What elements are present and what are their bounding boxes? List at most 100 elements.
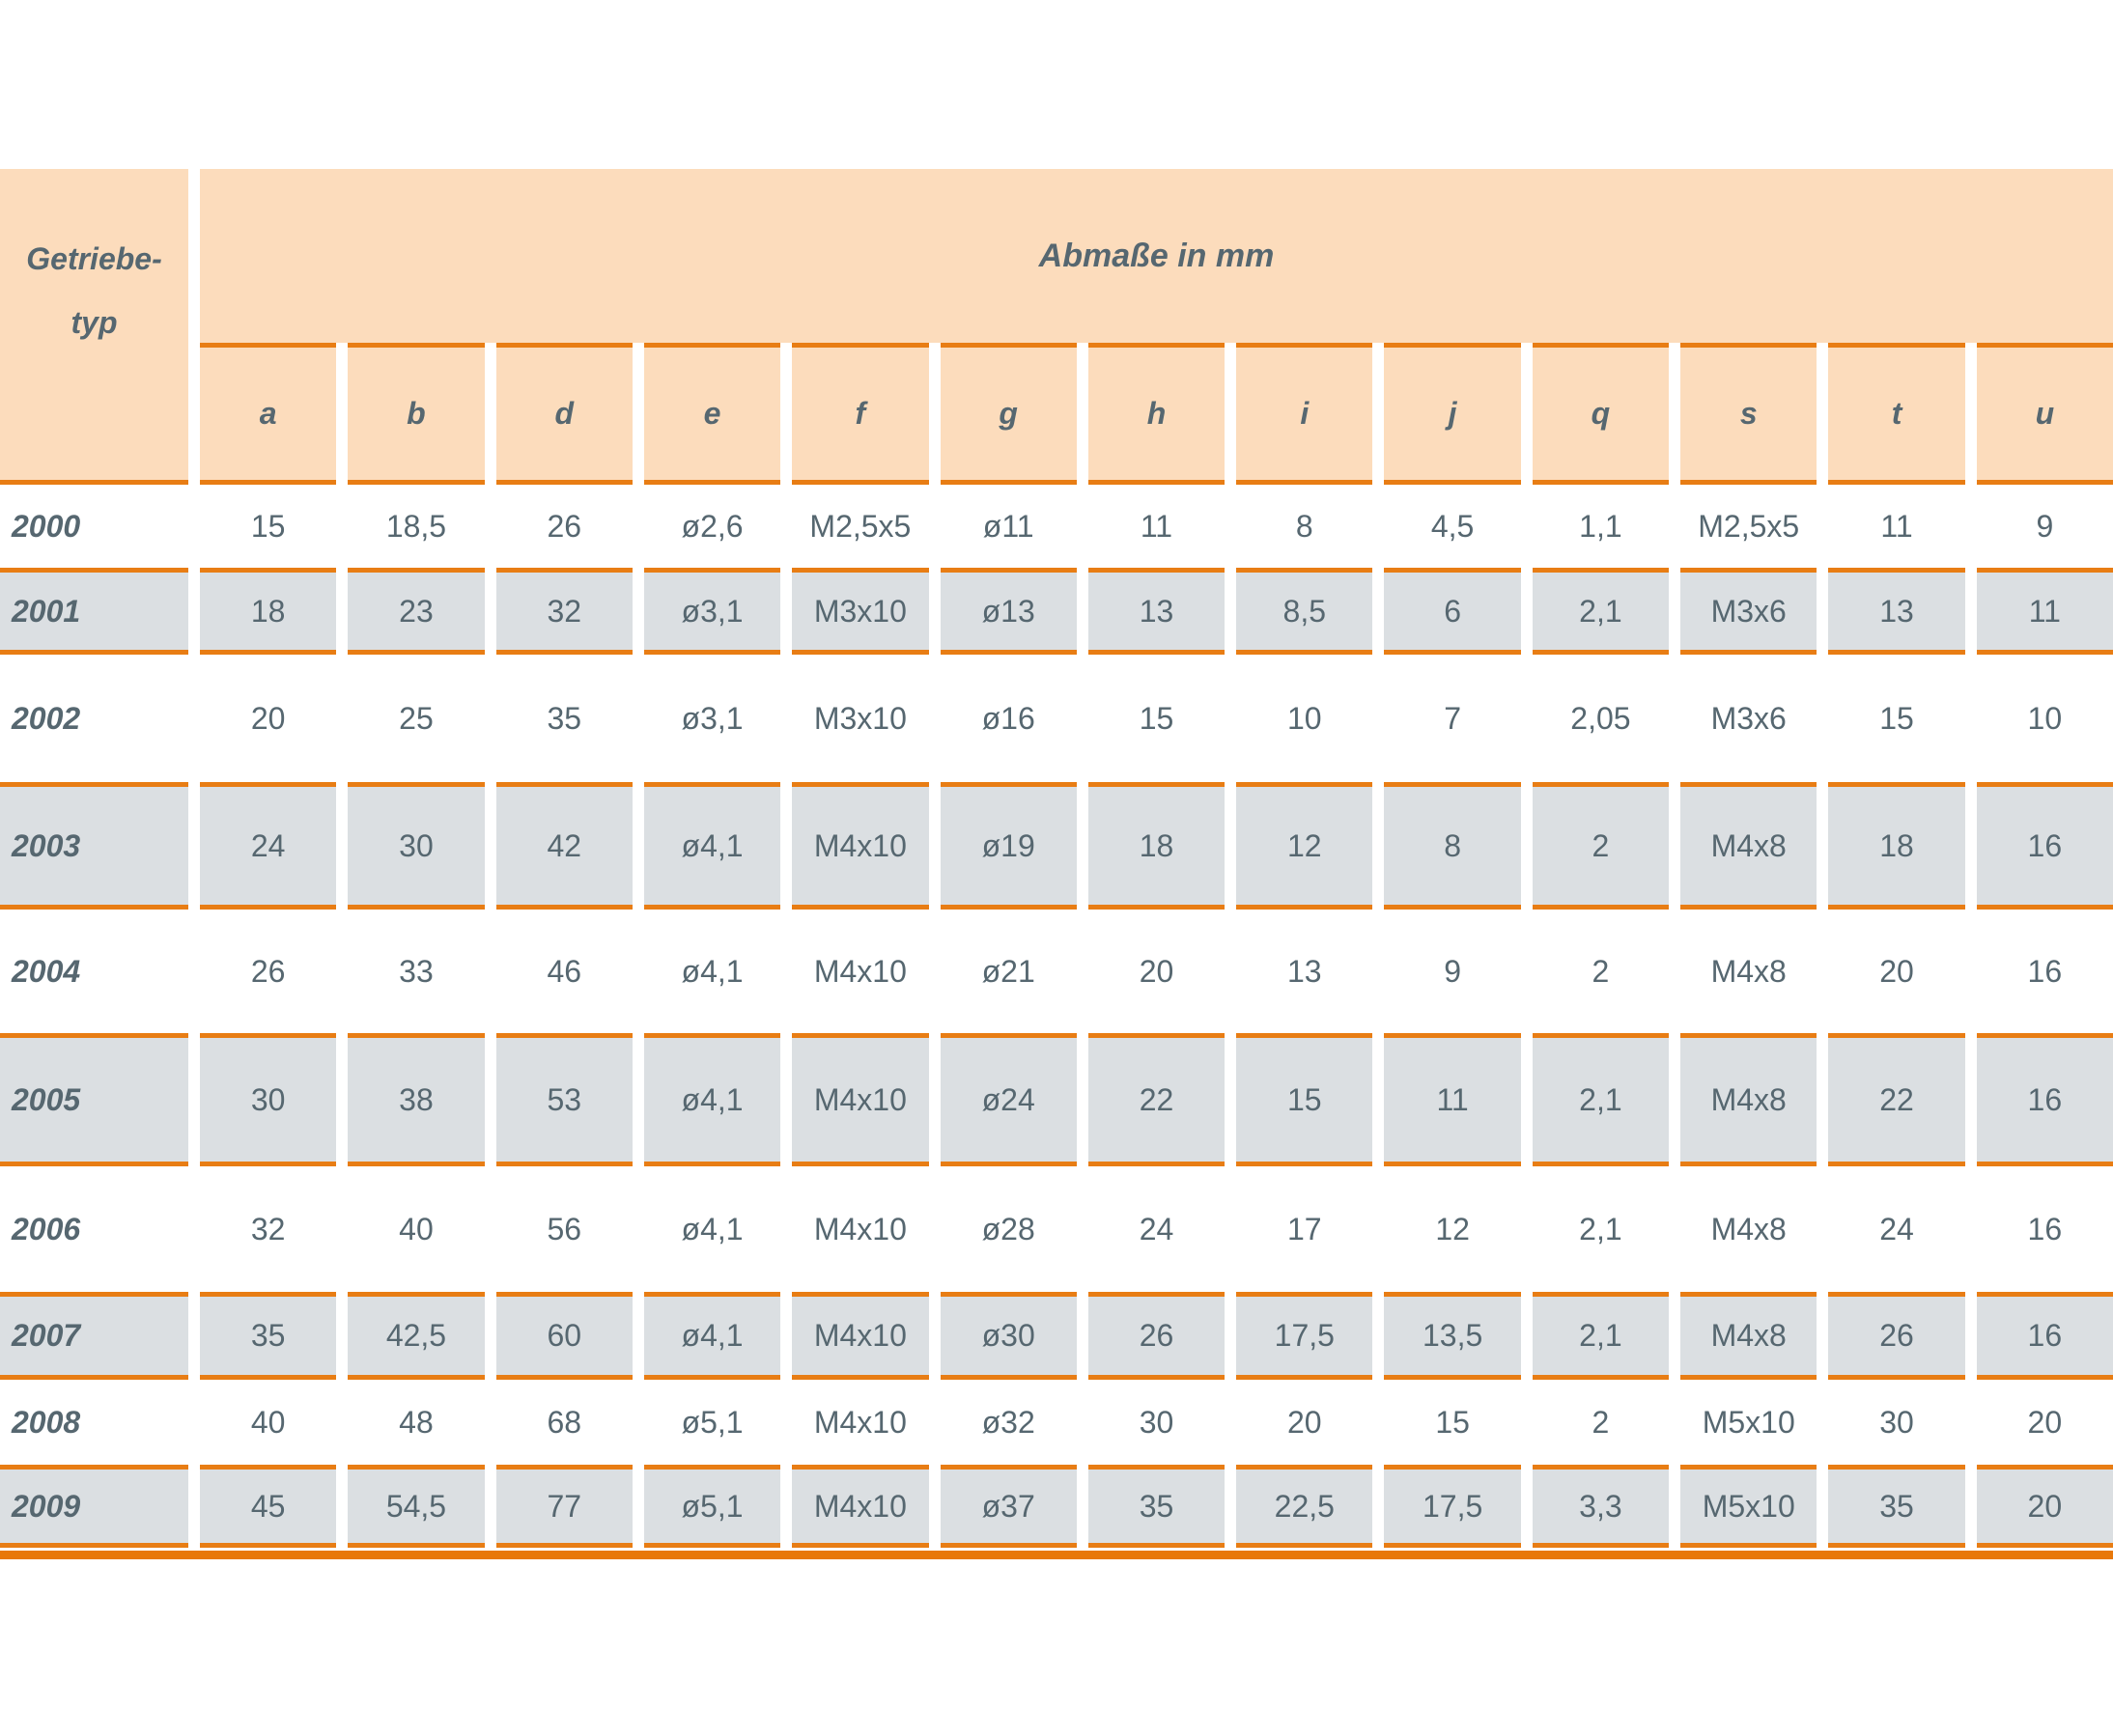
value-cell: 18 — [1828, 782, 1965, 910]
value-cell: 8 — [1295, 508, 1313, 544]
value-cell: 22 — [1828, 1033, 1965, 1166]
value-cell: ø32 — [981, 1404, 1035, 1440]
column-header-b: b — [348, 343, 485, 485]
column-header-j: j — [1384, 343, 1521, 485]
value-cell: 15 — [1236, 1033, 1373, 1166]
value-cell: 2 — [1592, 1404, 1610, 1440]
value-cell: 2,1 — [1532, 1033, 1670, 1166]
value-cell: 54,5 — [348, 1465, 485, 1548]
value-cell: 20 — [2027, 1404, 2063, 1440]
table-row: 2007 35 42,5 60 ø4,1 M4x10 ø30 26 17,5 13,5 2,1 M4x… — [0, 1292, 2113, 1380]
value-cell: 30 — [200, 1033, 337, 1166]
value-cell: 32 — [250, 1211, 286, 1246]
value-cell: M4x10 — [813, 1404, 907, 1440]
value-cell: 20 — [1879, 953, 1914, 989]
value-cell: M4x10 — [792, 1292, 929, 1380]
value-cell: 15 — [1879, 700, 1914, 736]
value-cell: 46 — [547, 953, 582, 989]
value-cell: 56 — [547, 1211, 582, 1246]
column-header-s: s — [1680, 343, 1817, 485]
value-cell: 32 — [495, 568, 633, 655]
value-cell: M4x10 — [792, 782, 929, 910]
value-cell: ø3,1 — [643, 568, 781, 655]
value-cell: ø19 — [940, 782, 1077, 910]
value-cell: 12 — [1236, 782, 1373, 910]
value-cell: 2,1 — [1579, 1211, 1622, 1246]
table-row: 2002 20 25 35 ø3,1 M3x10 ø16 15 10 7 2,05 M3x6 15 10 — [0, 655, 2113, 782]
value-cell: ø21 — [981, 953, 1035, 989]
value-cell: 18 — [1087, 782, 1226, 910]
value-cell: 24 — [1139, 1211, 1174, 1246]
value-cell: 16 — [1976, 1292, 2113, 1380]
value-cell: 3,3 — [1532, 1465, 1670, 1548]
value-cell: 17,5 — [1236, 1292, 1373, 1380]
value-cell: M4x8 — [1680, 782, 1817, 910]
value-cell: 2,1 — [1532, 1292, 1670, 1380]
value-cell: 10 — [2027, 700, 2063, 736]
value-cell: M4x8 — [1710, 1211, 1787, 1246]
value-cell: 25 — [399, 700, 434, 736]
gear-type-cell: 2006 — [12, 1211, 81, 1246]
gear-type-header-line2: typ — [70, 305, 118, 340]
value-cell: 42,5 — [348, 1292, 485, 1380]
value-cell: 33 — [399, 953, 434, 989]
value-cell: ø5,1 — [681, 1404, 744, 1440]
value-cell: M4x8 — [1710, 953, 1787, 989]
value-cell: 60 — [495, 1292, 633, 1380]
column-header-f: f — [792, 343, 929, 485]
column-header-a: a — [200, 343, 337, 485]
value-cell: 68 — [547, 1404, 582, 1440]
table-row: 2001 18 23 32 ø3,1 M3x10 ø13 13 8,5 6 2,1 M3x6 13 11 — [0, 568, 2113, 655]
value-cell: ø16 — [981, 700, 1035, 736]
table-row: 2006 32 40 56 ø4,1 M4x10 ø28 24 17 12 2,1 M4x8 24 16 — [0, 1166, 2113, 1292]
value-cell: 2 — [1592, 953, 1610, 989]
table-bottom-rule — [0, 1551, 2113, 1559]
value-cell: 45 — [200, 1465, 337, 1548]
value-cell: 16 — [1976, 1033, 2113, 1166]
gear-type-cell: 2000 — [12, 508, 81, 544]
value-cell: 13 — [1087, 568, 1226, 655]
value-cell: ø11 — [982, 508, 1034, 544]
table-row: 2009 45 54,5 77 ø5,1 M4x10 ø37 35 22,5 17,5 3,3 M5x… — [0, 1465, 2113, 1548]
value-cell: 9 — [1444, 953, 1461, 989]
value-cell: M2,5x5 — [1698, 508, 1800, 544]
value-cell: 26 — [547, 508, 582, 544]
column-header-g: g — [940, 343, 1077, 485]
value-cell: M4x8 — [1680, 1033, 1817, 1166]
value-cell: 7 — [1444, 700, 1461, 736]
value-cell: ø28 — [981, 1211, 1035, 1246]
value-cell: M4x10 — [813, 1211, 907, 1246]
value-cell: M4x8 — [1680, 1292, 1817, 1380]
value-cell: 8 — [1384, 782, 1521, 910]
value-cell: M4x10 — [792, 1033, 929, 1166]
value-cell: 2,1 — [1532, 568, 1670, 655]
column-header-h: h — [1087, 343, 1226, 485]
value-cell: 24 — [200, 782, 337, 910]
value-cell: 16 — [2027, 1211, 2063, 1246]
value-cell: ø4,1 — [643, 1033, 781, 1166]
value-cell: 20 — [250, 700, 286, 736]
value-cell: 2 — [1532, 782, 1670, 910]
value-cell: 20 — [1976, 1465, 2113, 1548]
gear-type-cell: 2005 — [0, 1033, 188, 1166]
value-cell: 17,5 — [1384, 1465, 1521, 1548]
table-row: 2005 30 38 53 ø4,1 M4x10 ø24 22 15 11 2,1 M4x8 22 16 — [0, 1033, 2113, 1166]
gear-type-cell: 2002 — [12, 700, 81, 736]
dimensions-table: Getriebe- typ Abmaße in mm a b d e f g h… — [0, 169, 2113, 1559]
value-cell: 18 — [200, 568, 337, 655]
value-cell: 20 — [1139, 953, 1174, 989]
value-cell: 20 — [1287, 1404, 1322, 1440]
table-header: Getriebe- typ Abmaße in mm a b d e f g h… — [0, 169, 2113, 485]
value-cell: M4x10 — [792, 1465, 929, 1548]
value-cell: 53 — [495, 1033, 633, 1166]
value-cell: 2,05 — [1570, 700, 1631, 736]
table-row: 2008 40 48 68 ø5,1 M4x10 ø32 30 20 15 2 M5x10 30 20 — [0, 1380, 2113, 1465]
table-row: 2004 26 33 46 ø4,1 M4x10 ø21 20 13 9 2 M4x8 20 16 — [0, 910, 2113, 1033]
value-cell: 22,5 — [1236, 1465, 1373, 1548]
gear-type-cell: 2008 — [12, 1404, 81, 1440]
value-cell: 6 — [1384, 568, 1521, 655]
value-cell: 30 — [1139, 1404, 1174, 1440]
table-row: 2000 15 18,5 26 ø2,6 M2,5x5 ø11 11 8 4,5 1,1 M2,5x5… — [0, 485, 2113, 568]
value-cell: M4x10 — [813, 953, 907, 989]
value-cell: 15 — [250, 508, 286, 544]
